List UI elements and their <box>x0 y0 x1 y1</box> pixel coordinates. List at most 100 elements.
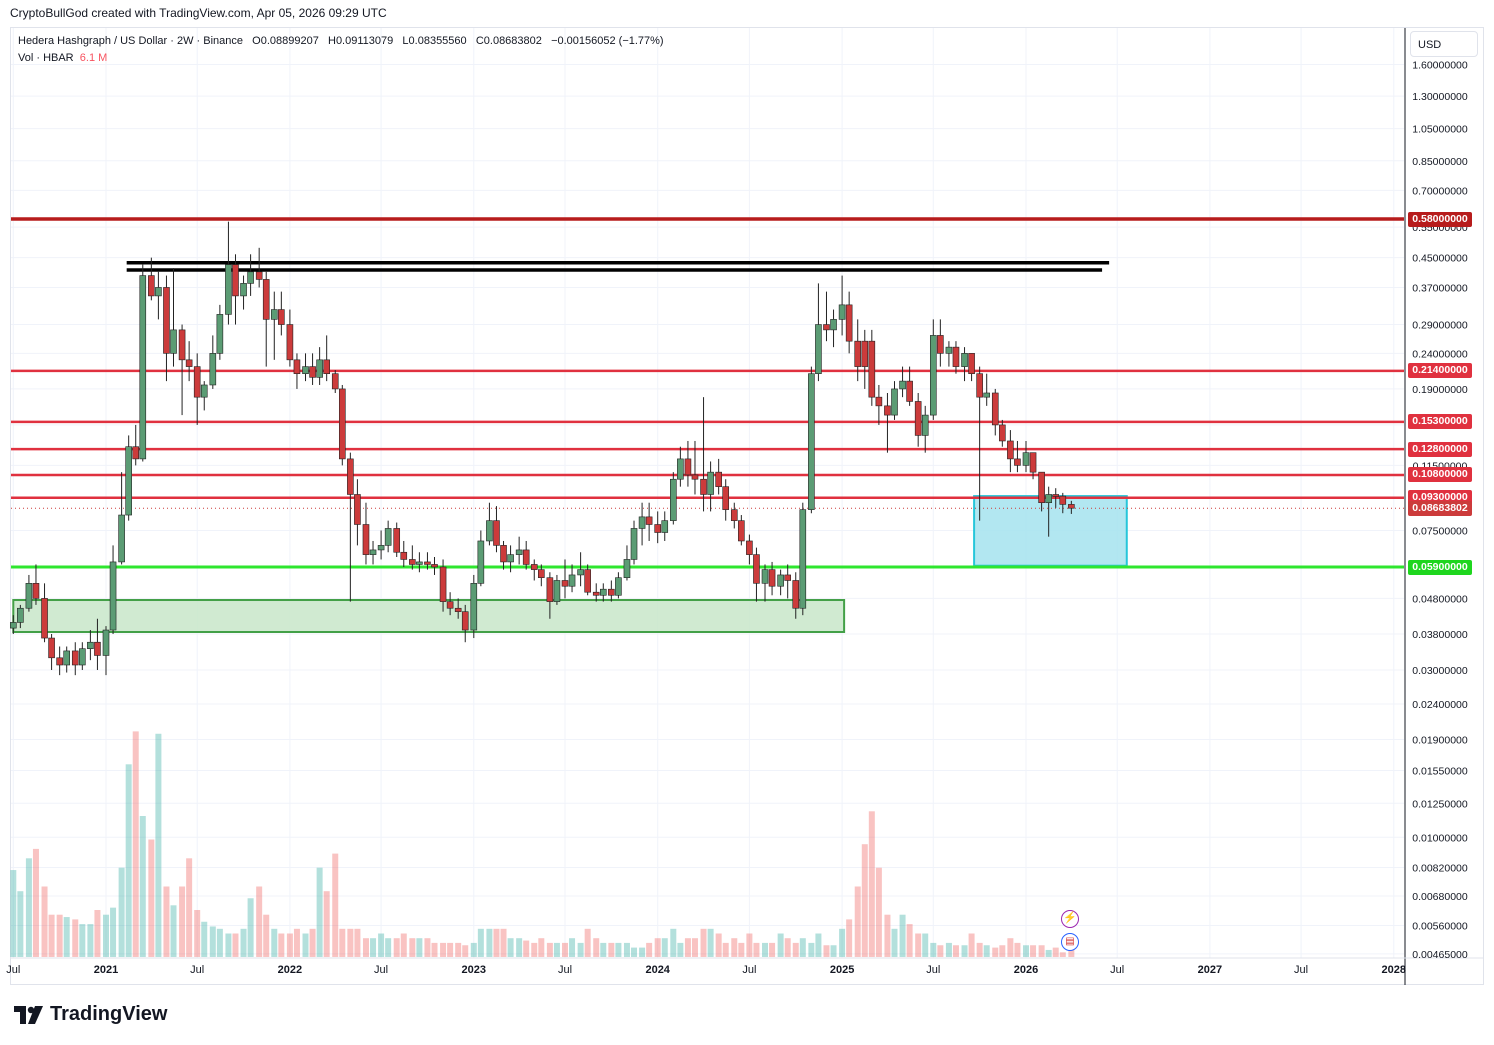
candle-up[interactable] <box>983 392 991 398</box>
candle-up[interactable] <box>486 520 493 542</box>
candle-down[interactable] <box>323 359 330 374</box>
candle-down[interactable] <box>32 583 40 599</box>
candle-down[interactable] <box>792 580 800 609</box>
candle-down[interactable] <box>730 509 738 521</box>
candle-down[interactable] <box>461 611 469 631</box>
candle-down[interactable] <box>439 566 447 602</box>
candle-down[interactable] <box>746 540 753 555</box>
candle-down[interactable] <box>278 309 285 325</box>
candle-down[interactable] <box>1052 494 1060 497</box>
candle-up[interactable] <box>777 574 784 587</box>
candle-up[interactable] <box>929 335 937 416</box>
candle-down[interactable] <box>952 346 960 367</box>
event-flash-icon[interactable]: ⚡ <box>1061 910 1079 928</box>
candle-up[interactable] <box>670 478 677 521</box>
candle-up[interactable] <box>247 271 254 284</box>
candle-down[interactable] <box>530 564 538 570</box>
candle-down[interactable] <box>906 380 913 402</box>
candle-up[interactable] <box>707 471 714 495</box>
candle-down[interactable] <box>185 359 193 367</box>
candle-down[interactable] <box>1007 440 1014 460</box>
candle-down[interactable] <box>193 366 201 398</box>
candle-up[interactable] <box>25 583 33 609</box>
candle-down[interactable] <box>431 564 438 568</box>
candle-down[interactable] <box>293 359 301 374</box>
candle-down[interactable] <box>684 458 692 476</box>
candle-up[interactable] <box>125 446 132 516</box>
candle-down[interactable] <box>1014 458 1021 466</box>
candle-up[interactable] <box>661 520 669 533</box>
candle-up[interactable] <box>638 516 646 529</box>
candle-up[interactable] <box>477 540 485 584</box>
candle-down[interactable] <box>71 650 79 666</box>
candle-down[interactable] <box>178 329 186 361</box>
candle-up[interactable] <box>87 641 94 650</box>
candle-down[interactable] <box>868 340 876 398</box>
candle-down[interactable] <box>338 388 346 460</box>
candle-down[interactable] <box>753 554 760 584</box>
candle-down[interactable] <box>400 551 408 560</box>
candle-down[interactable] <box>538 569 545 578</box>
candle-down[interactable] <box>148 275 155 297</box>
candle-down[interactable] <box>999 424 1006 442</box>
candle-up[interactable] <box>17 607 24 623</box>
zone-accumulation[interactable] <box>12 599 846 633</box>
candle-down[interactable] <box>309 366 316 378</box>
candle-up[interactable] <box>623 559 631 578</box>
candle-down[interactable] <box>286 324 294 361</box>
candle-up[interactable] <box>369 549 377 555</box>
candle-up[interactable] <box>899 380 906 390</box>
candle-down[interactable] <box>94 641 101 656</box>
candle-up[interactable] <box>155 287 162 297</box>
candle-down[interactable] <box>262 279 270 320</box>
candle-down[interactable] <box>1068 504 1075 509</box>
candle-up[interactable] <box>470 583 478 631</box>
candle-down[interactable] <box>715 471 722 487</box>
candle-down[interactable] <box>654 524 661 533</box>
candle-down[interactable] <box>845 304 853 342</box>
candle-up[interactable] <box>891 388 898 416</box>
candle-up[interactable] <box>830 319 837 331</box>
candle-down[interactable] <box>991 392 999 426</box>
candle-down[interactable] <box>691 474 699 480</box>
candle-up[interactable] <box>921 414 929 436</box>
candle-up[interactable] <box>209 353 217 386</box>
candle-up[interactable] <box>102 629 110 656</box>
candle-up[interactable] <box>118 514 125 563</box>
candle-up[interactable] <box>799 509 807 609</box>
candle-up[interactable] <box>200 384 208 398</box>
candle-up[interactable] <box>416 561 423 565</box>
candle-up[interactable] <box>109 561 117 631</box>
candle-up[interactable] <box>961 353 968 367</box>
candle-up[interactable] <box>63 650 71 666</box>
candle-down[interactable] <box>132 446 140 460</box>
candle-up[interactable] <box>568 574 576 587</box>
candle-down[interactable] <box>1029 452 1037 473</box>
candle-down[interactable] <box>768 569 776 587</box>
candle-down[interactable] <box>409 559 416 565</box>
candle-down[interactable] <box>561 580 569 587</box>
candle-down[interactable] <box>722 486 730 510</box>
candle-down[interactable] <box>784 574 791 581</box>
candle-up[interactable] <box>384 528 392 546</box>
candle-down[interactable] <box>875 396 883 407</box>
candle-down[interactable] <box>500 545 507 563</box>
candle-up[interactable] <box>316 359 323 378</box>
candle-up[interactable] <box>815 324 822 374</box>
candle-up[interactable] <box>615 577 622 596</box>
candle-down[interactable] <box>914 401 922 436</box>
candle-up[interactable] <box>945 346 953 354</box>
candle-down[interactable] <box>522 549 530 565</box>
candle-up[interactable] <box>553 580 561 602</box>
candle-up[interactable] <box>577 569 584 576</box>
candle-down[interactable] <box>884 405 891 416</box>
candle-down[interactable] <box>976 373 983 398</box>
candle-down[interactable] <box>546 577 554 602</box>
candle-up[interactable] <box>216 314 224 354</box>
candle-up[interactable] <box>808 373 815 510</box>
candle-down[interactable] <box>861 340 869 367</box>
candle-up[interactable] <box>507 554 514 563</box>
candle-up[interactable] <box>240 283 247 297</box>
candle-down[interactable] <box>56 657 63 666</box>
